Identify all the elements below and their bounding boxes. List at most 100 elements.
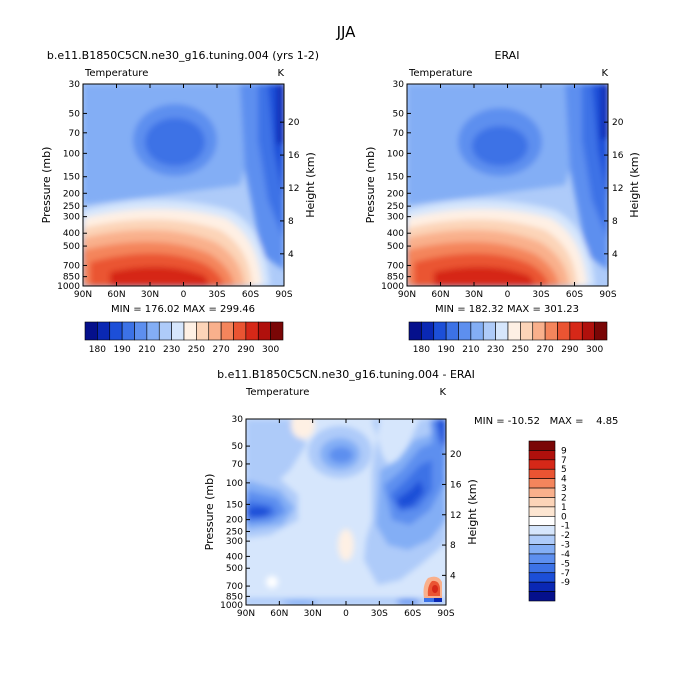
y-tick-label: 50 <box>232 442 244 452</box>
x-tick-label: 30S <box>532 290 549 300</box>
colorbar-label: 300 <box>586 345 603 355</box>
colorbar-swatch <box>183 321 197 341</box>
y-tick-label: 50 <box>393 109 405 119</box>
y-right-tick-label: 12 <box>288 184 299 194</box>
y-tick-label: 700 <box>63 261 80 271</box>
colorbar-swatch <box>445 321 459 341</box>
x-tick-label: 30N <box>141 290 159 300</box>
colorbar-swatch <box>482 321 496 341</box>
y-tick-label: 70 <box>232 460 244 470</box>
colorbar-label: -2 <box>561 531 570 541</box>
y-right-tick-label: 8 <box>288 217 294 227</box>
y-right-tick-label: 8 <box>450 541 456 551</box>
colorbar-swatch <box>408 321 422 341</box>
colorbar-swatch <box>196 321 210 341</box>
panel-model-units: K <box>277 68 284 79</box>
colorbar-swatch <box>495 321 509 341</box>
colorbar-label: 290 <box>561 345 578 355</box>
colorbar-label: 1 <box>561 503 567 513</box>
colorbar-swatch <box>421 321 435 341</box>
colorbar-swatch <box>528 468 556 479</box>
x-tick-label: 90S <box>275 290 292 300</box>
panel-model-title: b.e11.B1850C5CN.ne30_g16.tuning.004 (yrs… <box>47 49 319 62</box>
y-tick-label: 200 <box>63 189 80 199</box>
colorbar-swatch <box>528 515 556 527</box>
y-right-tick-label: 12 <box>450 511 461 521</box>
colorbar-swatch <box>134 321 148 341</box>
x-tick-label: 30S <box>371 609 388 619</box>
panel-difference-stats: MIN = -10.52 MAX = 4.85 <box>474 416 618 427</box>
panel-difference-axes: 90N 60N 30N 0 30S 60S 90S 30 50 70 100 150 200250300… <box>203 415 479 619</box>
x-tick-label: 90S <box>437 609 454 619</box>
y-tick-label: 850 <box>226 592 243 602</box>
y-tick-label: 850 <box>63 273 80 283</box>
y-tick-label: 700 <box>226 582 243 592</box>
x-tick-label: 60N <box>270 609 288 619</box>
y-axis-label: Pressure (mb) <box>40 147 53 224</box>
panel-difference: b.e11.B1850C5CN.ne30_g16.tuning.004 - ER… <box>203 368 618 619</box>
colorbar-swatch <box>528 459 556 470</box>
x-tick-label: 30S <box>208 290 225 300</box>
colorbar-swatch <box>245 321 259 341</box>
colorbar-swatch <box>528 563 556 574</box>
y-tick-label: 100 <box>63 149 80 159</box>
colorbar-swatch <box>470 321 484 341</box>
colorbar-label: 270 <box>537 345 554 355</box>
colorbar-label: 5 <box>561 465 567 475</box>
colorbar-swatch <box>528 591 556 602</box>
colorbar-label: -3 <box>561 541 570 551</box>
colorbar-swatch <box>544 321 558 341</box>
panel-erai-axes: 90N 60N 30N 0 30S 60S 90S 30 50 70 100 150 200 250300… <box>364 80 641 300</box>
y-tick-label: 250 <box>387 202 404 212</box>
colorbar-label: 300 <box>262 345 279 355</box>
x-tick-label: 90N <box>237 609 255 619</box>
y-tick-label: 250 <box>226 527 243 537</box>
y-right-axis-label: Height (km) <box>304 152 317 218</box>
colorbar-swatch <box>528 544 556 555</box>
colorbar-swatch <box>171 321 185 341</box>
colorbar-label: -1 <box>561 522 570 532</box>
panel-erai-title: ERAI <box>495 49 520 62</box>
colorbar-label: 230 <box>487 345 504 355</box>
y-tick-label: 150 <box>387 173 404 183</box>
colorbar-swatch <box>233 321 247 341</box>
colorbar-label: 190 <box>114 345 131 355</box>
y-tick-label: 30 <box>69 80 81 90</box>
colorbar-swatch <box>208 321 222 341</box>
colorbar-swatch <box>109 321 123 341</box>
x-tick-label: 30N <box>304 609 322 619</box>
panel-model-axes: 90N 60N 30N 0 30S 60S 90S 30 50 70 100 150 200 250300… <box>40 80 317 300</box>
x-tick-label: 0 <box>343 609 349 619</box>
colorbar-label: 3 <box>561 484 567 494</box>
colorbar-swatch <box>528 572 556 583</box>
y-tick-label: 30 <box>232 415 244 425</box>
y-tick-label: 200 <box>226 516 243 526</box>
panel-model-stats: MIN = 176.02 MAX = 299.46 <box>111 304 255 315</box>
y-tick-label: 70 <box>69 129 81 139</box>
colorbar-label: -5 <box>561 559 570 569</box>
x-tick-label: 30N <box>465 290 483 300</box>
x-tick-label: 0 <box>505 290 511 300</box>
y-tick-label: 400 <box>63 229 80 239</box>
y-tick-label: 300 <box>226 537 243 547</box>
colorbar-swatch <box>270 321 284 341</box>
y-right-tick-label: 12 <box>612 184 623 194</box>
colorbar-swatch <box>220 321 234 341</box>
panel-difference-variable: Temperature <box>245 387 309 398</box>
y-tick-label: 500 <box>63 242 80 252</box>
y-tick-label: 100 <box>226 479 243 489</box>
panel-model-field <box>83 84 284 286</box>
panel-erai-variable: Temperature <box>408 68 472 79</box>
x-tick-label: 0 <box>181 290 187 300</box>
y-axis-label: Pressure (mb) <box>364 147 377 224</box>
y-tick-label: 150 <box>63 173 80 183</box>
colorbar-label: 190 <box>438 345 455 355</box>
y-tick-label: 250 <box>63 202 80 212</box>
colorbar-swatch <box>528 440 556 451</box>
colorbar-swatch <box>97 321 111 341</box>
y-right-axis-label: Height (km) <box>628 152 641 218</box>
y-tick-label: 850 <box>387 273 404 283</box>
y-tick-label: 150 <box>226 500 243 510</box>
